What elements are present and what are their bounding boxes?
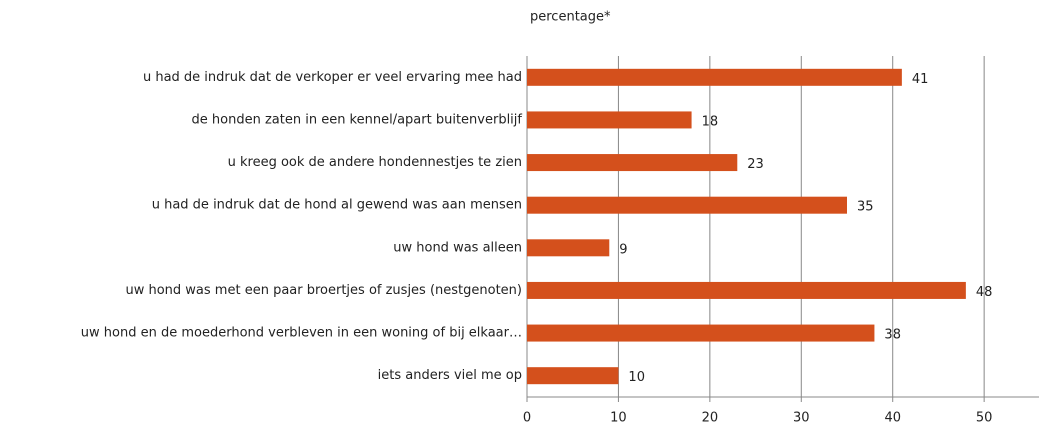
y-tick-label: u had de indruk dat de verkoper er veel … <box>143 70 522 85</box>
y-tick-label: iets anders viel me op <box>378 368 522 383</box>
y-tick-label: u kreeg ook de andere hondennestjes te z… <box>228 155 522 170</box>
x-tick-label: 50 <box>976 411 993 426</box>
data-label: 9 <box>619 242 627 257</box>
bar <box>527 68 902 86</box>
axis-title: percentage* <box>530 10 611 25</box>
bar <box>527 154 738 172</box>
x-tick-label: 30 <box>793 411 810 426</box>
bar <box>527 367 619 385</box>
y-tick-label: uw hond was met een paar broertjes of zu… <box>125 283 522 298</box>
bar <box>527 111 692 129</box>
bar <box>527 324 875 342</box>
x-tick-label: 20 <box>702 411 719 426</box>
bar <box>527 281 966 299</box>
x-tick-label: 10 <box>610 411 627 426</box>
data-label: 48 <box>976 285 993 300</box>
bar <box>527 239 610 257</box>
x-tick-label: 0 <box>523 411 531 426</box>
data-label: 23 <box>747 157 764 172</box>
data-label: 41 <box>912 72 929 87</box>
x-tick-label: 40 <box>884 411 901 426</box>
y-tick-label: uw hond en de moederhond verbleven in ee… <box>81 326 522 341</box>
data-label: 18 <box>702 114 719 129</box>
data-label: 10 <box>628 370 645 385</box>
y-tick-label: uw hond was alleen <box>393 240 522 255</box>
data-label: 35 <box>857 200 874 215</box>
y-tick-label: u had de indruk dat de hond al gewend wa… <box>152 198 522 213</box>
data-label: 38 <box>884 328 901 343</box>
y-tick-label: de honden zaten in een kennel/apart buit… <box>192 112 523 127</box>
bar <box>527 196 847 214</box>
